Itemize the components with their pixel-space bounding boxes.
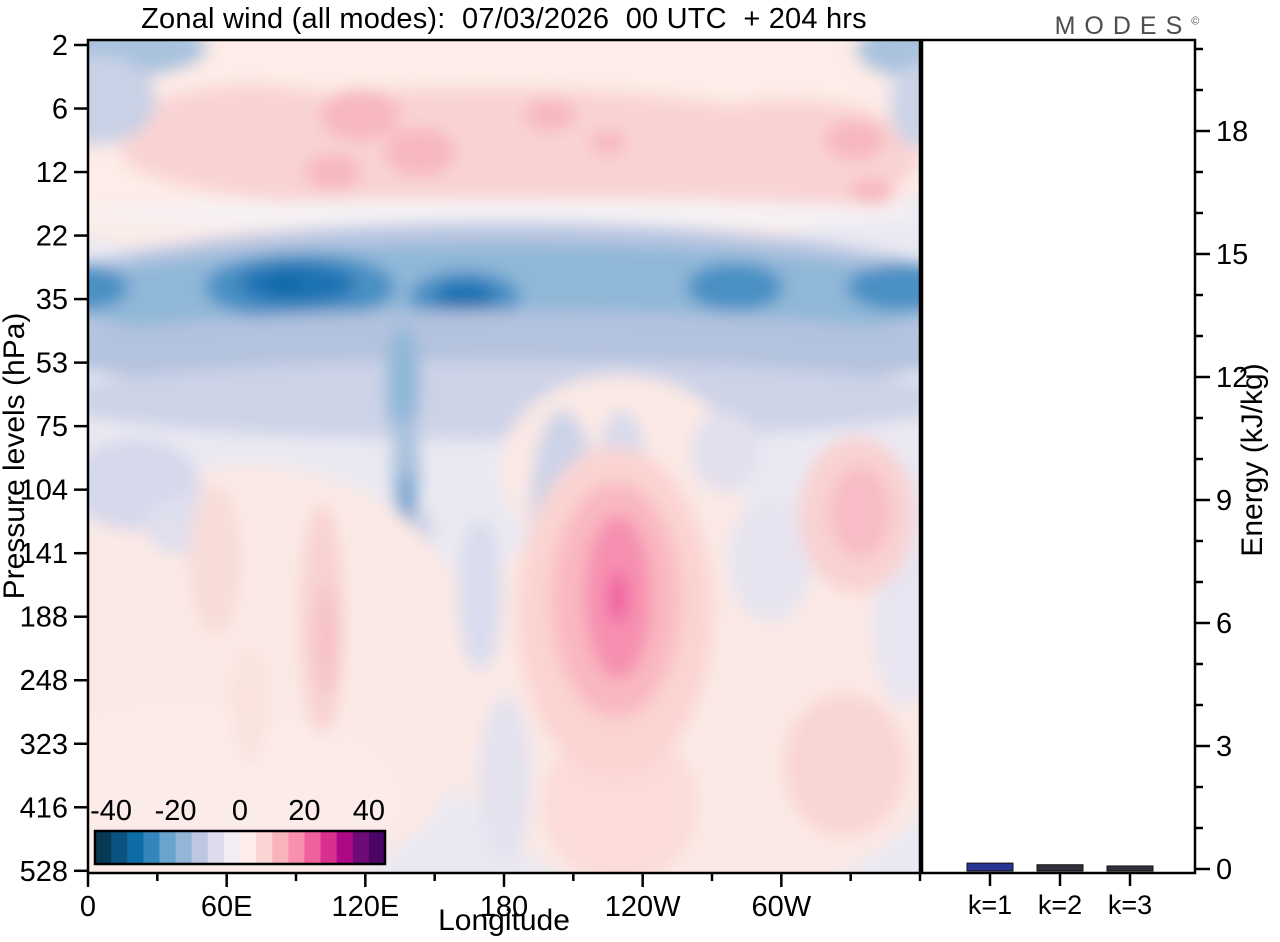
pressure-tick-label: 22 [36,221,68,253]
colorbar-segment [352,831,370,864]
pressure-tick-label: 53 [36,348,68,380]
energy-bar-k=1 [966,862,1014,872]
longitude-tick-label: 0 [80,891,96,923]
colorbar-segment [95,831,112,864]
colorbar-segment [288,831,305,864]
k-tick-label: k=2 [1038,890,1082,920]
energy-tick-label: 9 [1216,485,1232,517]
colorbar-segment [256,831,273,864]
longitude-tick-label: 120W [605,891,681,923]
colorbar-tick-label: -20 [155,795,197,827]
longitude-axis-ticks: 0 60E 120E 180 120W 60W [80,873,922,923]
modes-logo-text: MODES [1054,12,1192,40]
k-tick-label: k=3 [1108,890,1152,920]
pressure-tick-label: 12 [36,157,68,189]
energy-bar-k=2 [1036,864,1084,872]
colorbar-tick-label: 20 [288,795,320,827]
energy-tick-label: 6 [1216,608,1232,640]
colorbar-segment [336,831,354,864]
energy-tick-label: 0 [1216,854,1232,886]
pressure-tick-label: 248 [20,665,68,697]
colorbar: -40 -20 0 20 40 [90,795,387,866]
energy-panel-border [920,38,1197,875]
colorbar-tick-label: 40 [353,795,385,827]
colorbar-frame [93,829,387,866]
colorbar-segment [304,831,322,864]
colorbar-segment [175,831,193,864]
pressure-tick-label: 188 [20,602,68,634]
pressure-tick-label: 35 [36,284,68,316]
modes-logo-mark: © [1191,15,1200,28]
pressure-tick-label: 416 [20,792,68,824]
pressure-tick-label: 104 [20,475,68,507]
energy-bar-k=3 [1106,865,1154,872]
colorbar-segment [368,831,386,864]
colorbar-segment [191,831,209,864]
energy-tick-label: 12 [1216,362,1248,394]
longitude-tick-label: 180 [480,891,528,923]
colorbar-segment [240,831,257,864]
chart-title: Zonal wind (all modes): 07/03/2026 00 UT… [141,3,867,35]
pressure-axis-label: Pressure levels (hPa) [0,313,31,600]
colorbar-segment [111,831,128,864]
colorbar-tick-label: 0 [232,795,248,827]
k-tick-label: k=1 [968,890,1012,920]
colorbar-segment [159,831,177,864]
pressure-tick-label: 2 [52,30,68,62]
pressure-axis-ticks: 2 6 12 22 35 53 75 104 141 188 248 323 416 528 [20,30,88,888]
colorbar-segment [223,831,241,864]
pressure-tick-label: 141 [20,538,68,570]
energy-bars: k=1 k=2 k=3 [966,862,1154,920]
contour-field [88,40,920,873]
colorbar-tick-label: -40 [90,795,132,827]
pressure-tick-label: 75 [36,411,68,443]
colorbar-segment [127,831,144,864]
longitude-axis-label: Longitude [438,904,570,937]
pressure-tick-label: 528 [20,856,68,888]
pressure-tick-label: 323 [20,729,68,761]
modes-logo: MODES© [1052,12,1202,41]
pressure-tick-label: 6 [52,94,68,126]
energy-tick-label: 15 [1216,239,1248,271]
colorbar-segment [207,831,225,864]
longitude-tick-label: 120E [331,891,399,923]
energy-tick-label: 3 [1216,731,1232,763]
colorbar-segment [143,831,160,864]
colorbar-segment [272,831,289,864]
energy-axis-ticks: 0 3 6 9 12 15 18 [1195,47,1248,886]
longitude-tick-label: 60E [201,891,253,923]
energy-tick-label: 18 [1216,116,1248,148]
longitude-tick-label: 60W [752,891,812,923]
colorbar-segment [320,831,338,864]
energy-axis-label: Energy (kJ/kg) [1236,363,1269,556]
